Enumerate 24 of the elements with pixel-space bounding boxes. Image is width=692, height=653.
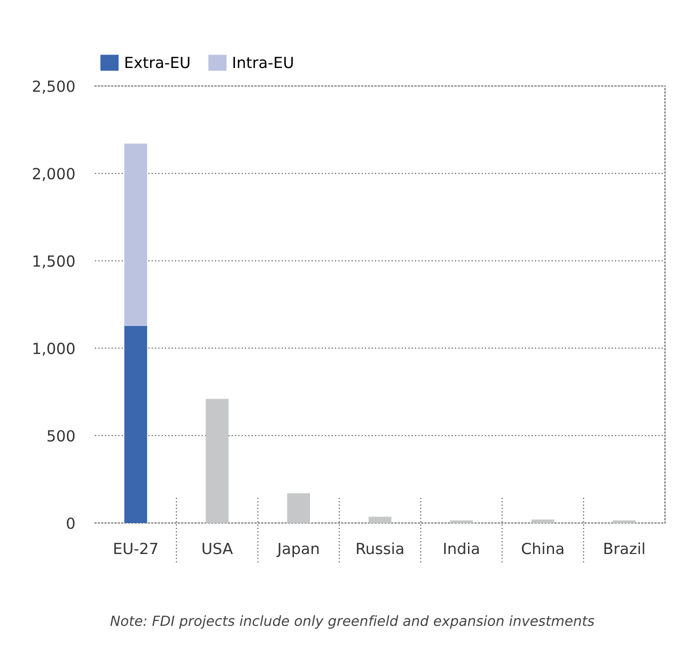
x-tick-label: EU-27 bbox=[114, 542, 158, 554]
bar bbox=[450, 520, 473, 523]
x-tick-label: China bbox=[522, 542, 564, 554]
x-tick-label: Brazil bbox=[604, 542, 644, 554]
bar bbox=[206, 398, 229, 523]
x-tick-label: Russia bbox=[356, 542, 404, 554]
legend-label: Extra-EU bbox=[126, 56, 190, 68]
x-tick-label: USA bbox=[202, 542, 233, 554]
legend-label: Intra-EU bbox=[233, 56, 293, 68]
bar bbox=[612, 520, 636, 523]
bar bbox=[368, 516, 392, 523]
bar bbox=[287, 493, 310, 523]
y-tick-label: 0 bbox=[66, 517, 75, 530]
y-tick-label: 1,000 bbox=[33, 342, 75, 356]
y-tick-label: 1,500 bbox=[33, 255, 75, 268]
text: Note: FDI projects include only greenfield and expansion investments bbox=[110, 615, 594, 629]
x-tick-label: India bbox=[444, 542, 479, 554]
y-tick-label: 500 bbox=[48, 430, 75, 442]
bar bbox=[124, 144, 148, 326]
y-tick-label: 2,500 bbox=[32, 80, 75, 94]
bar bbox=[124, 326, 148, 523]
bar bbox=[531, 520, 554, 523]
y-tick-label: 2,000 bbox=[32, 168, 75, 181]
x-tick-label: Japan bbox=[276, 542, 319, 558]
